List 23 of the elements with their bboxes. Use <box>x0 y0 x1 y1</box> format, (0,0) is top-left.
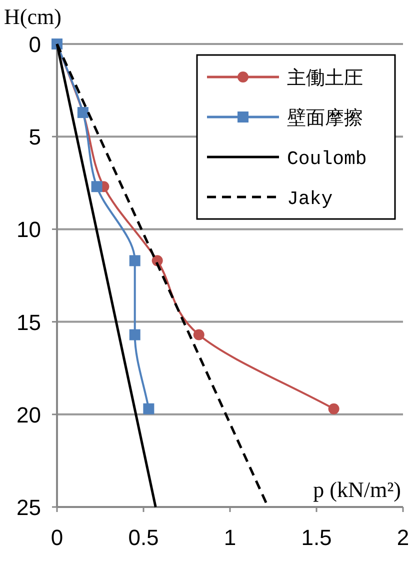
x-tick-label: 0 <box>50 525 64 550</box>
legend-label: Coulomb <box>287 148 367 170</box>
y-tick-label: 25 <box>16 495 41 520</box>
point <box>143 403 154 414</box>
point <box>129 329 140 340</box>
y-tick-label: 20 <box>16 402 41 428</box>
x-tick-label: 1 <box>224 525 236 550</box>
legend-label: Jaky <box>287 188 333 210</box>
point <box>328 403 340 414</box>
y-tick-label: 0 <box>28 32 41 57</box>
x-tick-label: 1.5 <box>301 525 332 550</box>
x-tick-label: 0.5 <box>128 525 159 550</box>
y-tick-label: 5 <box>28 124 41 150</box>
legend-label: 壁面摩擦 <box>287 107 363 130</box>
y-tick-label: 15 <box>16 310 41 335</box>
point <box>193 329 204 340</box>
legend-label: 主働土圧 <box>287 67 363 90</box>
point <box>129 255 140 266</box>
y-tick-label: 10 <box>16 217 41 242</box>
x-tick-label: 2 <box>396 525 410 550</box>
point <box>91 181 102 192</box>
x-axis-title: p (kN/m²) <box>313 477 401 502</box>
y-axis-title: H(cm) <box>4 4 62 29</box>
